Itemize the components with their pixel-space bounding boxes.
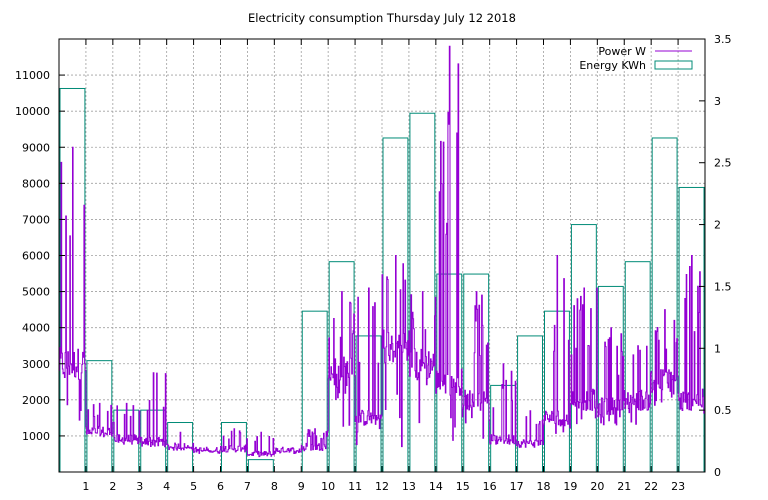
y-tick-label: 3000 bbox=[22, 358, 50, 371]
energy-bar bbox=[651, 137, 678, 473]
power-line-layer bbox=[59, 45, 705, 458]
y2-tick-label: 2 bbox=[714, 219, 721, 232]
power-series-line bbox=[59, 45, 705, 458]
x-tick-label: 19 bbox=[563, 480, 577, 493]
grid-layer bbox=[59, 39, 705, 472]
y-tick-label: 10000 bbox=[15, 105, 50, 118]
x-tick-label: 8 bbox=[271, 480, 278, 493]
y-tick-label: 6000 bbox=[22, 250, 50, 263]
x-tick-label: 20 bbox=[590, 480, 604, 493]
x-tick-label: 9 bbox=[298, 480, 305, 493]
x-tick-label: 23 bbox=[671, 480, 685, 493]
y-tick-label: 7000 bbox=[22, 213, 50, 226]
x-tick-label: 6 bbox=[217, 480, 224, 493]
y2-tick-label: 1 bbox=[714, 342, 721, 355]
x-tick-label: 22 bbox=[644, 480, 658, 493]
legend-energy-swatch bbox=[654, 60, 693, 70]
x-tick-label: 21 bbox=[617, 480, 631, 493]
ticks-layer: 1 2 3 4 5 6 7 8 9 10 11 12 13 14 15 16 17 18 19 20 21 22 23100… bbox=[15, 33, 732, 493]
x-tick-label: 16 bbox=[483, 480, 497, 493]
energy-bar bbox=[517, 335, 543, 473]
y-tick-label: 1000 bbox=[22, 430, 50, 443]
chart-title: Electricity consumption Thursday July 12… bbox=[248, 11, 516, 25]
x-tick-label: 18 bbox=[537, 480, 551, 493]
legend: Power W Energy KWh bbox=[579, 45, 693, 72]
y2-tick-label: 3 bbox=[714, 95, 721, 108]
x-tick-label: 7 bbox=[244, 480, 251, 493]
x-tick-label: 17 bbox=[510, 480, 524, 493]
energy-bar bbox=[247, 459, 274, 473]
y-tick-label: 9000 bbox=[22, 141, 50, 154]
legend-energy-label: Energy KWh bbox=[579, 59, 646, 72]
y-tick-label: 4000 bbox=[22, 322, 50, 335]
y-tick-label: 11000 bbox=[15, 69, 50, 82]
x-tick-label: 3 bbox=[136, 480, 143, 493]
y2-tick-label: 0.5 bbox=[714, 404, 732, 417]
y2-tick-label: 1.5 bbox=[714, 280, 732, 293]
x-tick-label: 5 bbox=[190, 480, 197, 493]
x-tick-label: 4 bbox=[163, 480, 170, 493]
y-tick-label: 8000 bbox=[22, 177, 50, 190]
x-tick-label: 13 bbox=[402, 480, 416, 493]
x-tick-label: 2 bbox=[109, 480, 116, 493]
y2-tick-label: 3.5 bbox=[714, 33, 732, 46]
y2-tick-label: 0 bbox=[714, 466, 721, 479]
x-tick-label: 1 bbox=[82, 480, 89, 493]
legend-power-label: Power W bbox=[598, 45, 646, 58]
y-tick-label: 5000 bbox=[22, 286, 50, 299]
x-tick-label: 14 bbox=[429, 480, 443, 493]
x-tick-label: 12 bbox=[375, 480, 389, 493]
x-tick-label: 10 bbox=[321, 480, 335, 493]
y-tick-label: 2000 bbox=[22, 394, 50, 407]
x-tick-label: 11 bbox=[348, 480, 362, 493]
y2-tick-label: 2.5 bbox=[714, 157, 732, 170]
x-tick-label: 15 bbox=[456, 480, 470, 493]
